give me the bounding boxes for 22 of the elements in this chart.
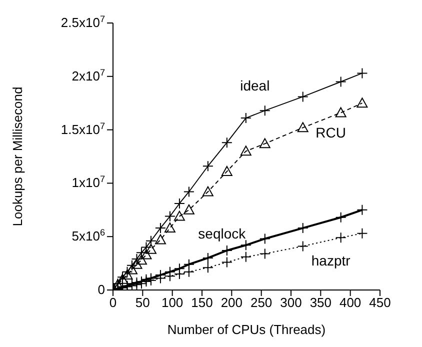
x-tick-label: 50 [135,295,150,310]
y-tick-label: 1.5x10$^{7}$ [60,120,105,137]
x-tick-label: 450 [369,295,391,310]
y-tick-label: 5x10$^{6}$ [72,228,105,244]
y-tick-label: 1x10$^{7}$ [72,174,105,190]
series-label: seqlock [198,225,247,242]
x-tick-label: 0 [109,295,117,310]
x-tick-label: 100 [161,295,184,310]
series-label: ideal [240,78,270,94]
y-tick-label: 0 [98,282,105,297]
x-tick-label: 200 [220,295,243,310]
x-tick-label: 150 [191,295,213,310]
y-axis-title: Lookups per Millisecond [10,86,25,226]
y-tick-label: 2x10$^{7}$ [72,67,105,84]
x-tick-label: 350 [310,295,332,310]
x-tick-label: 300 [280,295,302,310]
x-axis-title: Number of CPUs (Threads) [167,322,326,337]
series-label: hazptr [311,252,351,269]
x-tick-label: 250 [250,295,272,310]
series-label: RCU [316,124,346,141]
x-tick-label: 400 [339,295,362,310]
y-tick-label: 2.5x10$^{7}$ [60,14,105,30]
